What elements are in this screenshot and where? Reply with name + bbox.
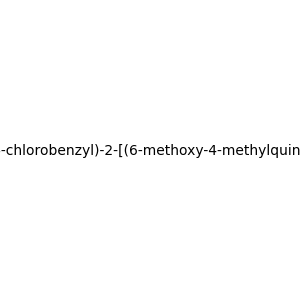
Text: 5-(4-chlorobenzyl)-2-[(6-methoxy-4-methylquinazoli: 5-(4-chlorobenzyl)-2-[(6-methoxy-4-methy… [0, 145, 300, 158]
